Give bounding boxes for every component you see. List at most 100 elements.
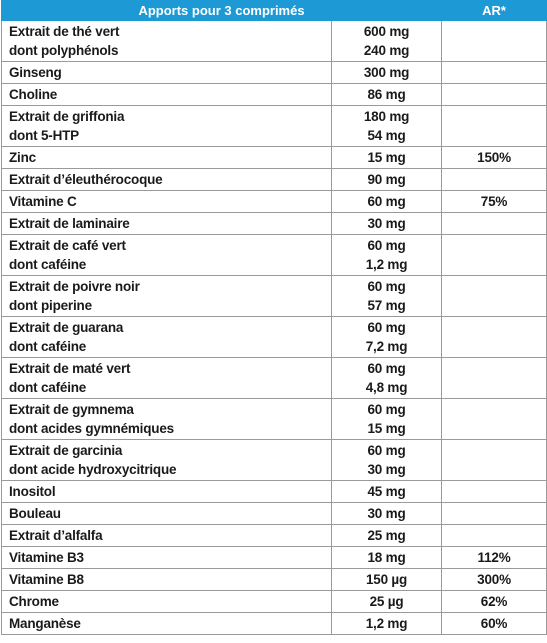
amount-line: 240 mg xyxy=(363,43,410,58)
name-cell: Extrait de café vert dont caféine xyxy=(1,234,332,276)
header-cell: Apports pour 3 comprimés xyxy=(0,0,443,21)
ar-cell: 62% xyxy=(441,590,547,613)
table-row: Extrait d’éleuthérocoque 90 mg xyxy=(1,168,547,191)
ar-cell xyxy=(441,61,547,84)
table-row: Extrait de poivre noir dont piperine 60 mg… xyxy=(1,275,547,317)
name-cell: Extrait de garcinia dont acide hydroxycit… xyxy=(1,439,332,481)
amount-line: 15 mg xyxy=(367,150,406,165)
name-cell: Choline xyxy=(1,83,332,106)
amount-line: 90 mg xyxy=(367,172,406,187)
header-cell: AR* xyxy=(441,0,547,21)
ar-cell xyxy=(441,316,547,358)
amount-cell: 60 mg 7,2 mg xyxy=(330,316,443,358)
ar-cell: 60% xyxy=(441,612,547,635)
name-line: Extrait de café vert xyxy=(9,238,126,253)
name-line: Choline xyxy=(9,87,58,102)
amount-line: 30 mg xyxy=(367,462,406,477)
amount-cell: 60 mg 30 mg xyxy=(330,439,443,481)
name-line: dont piperine xyxy=(9,298,92,313)
table-row: Extrait de café vert dont caféine 60 mg 1,2… xyxy=(1,234,547,276)
name-line: Vitamine C xyxy=(9,194,77,209)
amount-cell: 25 mg xyxy=(330,524,443,547)
name-line: dont 5-HTP xyxy=(9,128,79,143)
ar-cell xyxy=(441,168,547,191)
amount-cell: 300 mg xyxy=(330,61,443,84)
amount-line: 600 mg xyxy=(363,24,410,39)
amount-line: 180 mg xyxy=(363,109,410,124)
name-line: Extrait de poivre noir xyxy=(9,279,140,294)
amount-line: 60 mg xyxy=(367,361,406,376)
name-cell: Chrome xyxy=(1,590,332,613)
name-line: Extrait de garcinia xyxy=(9,443,123,458)
ar-cell xyxy=(441,83,547,106)
name-line: dont caféine xyxy=(9,257,87,272)
name-line: Extrait de maté vert xyxy=(9,361,131,376)
ar-cell xyxy=(441,275,547,317)
name-cell: Vitamine B3 xyxy=(1,546,332,569)
ar-cell xyxy=(441,480,547,503)
name-cell: Extrait de gymnema dont acides gymnémique… xyxy=(1,398,332,440)
name-cell: Vitamine B8 xyxy=(1,568,332,591)
amount-line: 60 mg xyxy=(367,320,406,335)
amount-line: 54 mg xyxy=(367,128,406,143)
name-line: dont caféine xyxy=(9,380,87,395)
ar-cell xyxy=(441,20,547,62)
amount-cell: 1,2 mg xyxy=(330,612,443,635)
table-row: Bouleau 30 mg xyxy=(1,502,547,525)
table-row: Extrait de gymnema dont acides gymnémique… xyxy=(1,398,547,440)
table-row: Vitamine B8 150 µg 300% xyxy=(1,568,547,591)
amount-line: 86 mg xyxy=(367,87,406,102)
name-cell: Extrait d’alfalfa xyxy=(1,524,332,547)
amount-cell: 150 µg xyxy=(330,568,443,591)
amount-line: 60 mg xyxy=(367,402,406,417)
table-row: Extrait de maté vert dont caféine 60 mg 4,8… xyxy=(1,357,547,399)
name-cell: Bouleau xyxy=(1,502,332,525)
ar-cell xyxy=(441,212,547,235)
amount-cell: 30 mg xyxy=(330,212,443,235)
ar-cell: 112% xyxy=(441,546,547,569)
name-line: Vitamine B8 xyxy=(9,572,84,587)
amount-line: 4,8 mg xyxy=(365,380,408,395)
ar-cell xyxy=(441,502,547,525)
amount-cell: 45 mg xyxy=(330,480,443,503)
name-line: Ginseng xyxy=(9,65,62,80)
table-row: Extrait de griffonia dont 5-HTP 180 mg 54 m… xyxy=(1,105,547,147)
amount-cell: 18 mg xyxy=(330,546,443,569)
name-line: Extrait de laminaire xyxy=(9,216,130,231)
ar-cell xyxy=(441,398,547,440)
name-cell: Extrait de guarana dont caféine xyxy=(1,316,332,358)
table-row: Vitamine B3 18 mg 112% xyxy=(1,546,547,569)
amount-line: 60 mg xyxy=(367,443,406,458)
amount-line: 30 mg xyxy=(367,506,406,521)
ar-cell xyxy=(441,105,547,147)
header-row: Apports pour 3 comprimés AR* xyxy=(0,0,547,21)
name-cell: Extrait d’éleuthérocoque xyxy=(1,168,332,191)
amount-line: 1,2 mg xyxy=(365,616,408,631)
amount-cell: 15 mg xyxy=(330,146,443,169)
ar-cell: 75% xyxy=(441,190,547,213)
name-line: Vitamine B3 xyxy=(9,550,84,565)
name-line: dont polyphénols xyxy=(9,43,119,58)
ar-cell: 150% xyxy=(441,146,547,169)
ar-cell xyxy=(441,524,547,547)
name-cell: Vitamine C xyxy=(1,190,332,213)
ar-cell: 300% xyxy=(441,568,547,591)
amount-line: 1,2 mg xyxy=(365,257,408,272)
name-cell: Extrait de poivre noir dont piperine xyxy=(1,275,332,317)
name-cell: Extrait de thé vert dont polyphénols xyxy=(1,20,332,62)
table-row: Chrome 25 µg 62% xyxy=(1,590,547,613)
name-cell: Extrait de griffonia dont 5-HTP xyxy=(1,105,332,147)
amount-line: 25 mg xyxy=(367,528,406,543)
table-row: Inositol 45 mg xyxy=(1,480,547,503)
amount-line: 60 mg xyxy=(367,238,406,253)
name-cell: Ginseng xyxy=(1,61,332,84)
amount-cell: 600 mg 240 mg xyxy=(330,20,443,62)
table-row: Extrait de thé vert dont polyphénols 600 m… xyxy=(1,20,547,62)
table-row: Ginseng 300 mg xyxy=(1,61,547,84)
amount-line: 30 mg xyxy=(367,216,406,231)
name-line: dont caféine xyxy=(9,339,87,354)
name-cell: Extrait de maté vert dont caféine xyxy=(1,357,332,399)
name-cell: Manganèse xyxy=(1,612,332,635)
